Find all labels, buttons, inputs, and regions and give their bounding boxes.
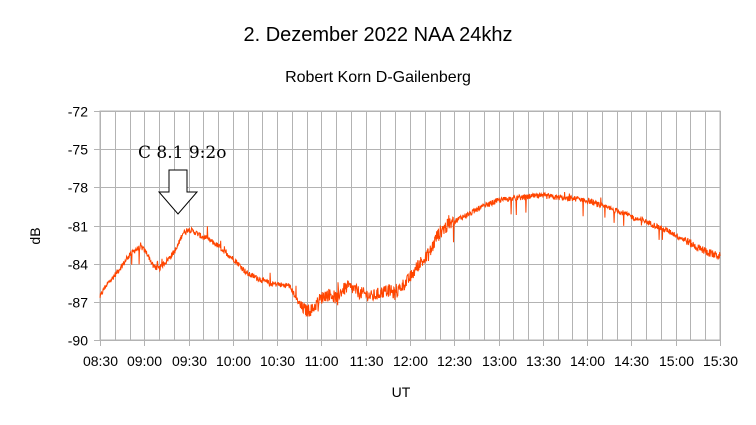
- down-arrow-icon: [157, 169, 199, 215]
- x-tick-label: 10:30: [260, 353, 295, 369]
- x-tick-label: 11:00: [305, 353, 339, 369]
- chart-title: 2. Dezember 2022 NAA 24khz: [243, 24, 512, 46]
- x-tick-label: 13:30: [526, 353, 561, 369]
- x-tick-label: 15:00: [659, 353, 694, 369]
- x-tick-label: 13:00: [482, 353, 517, 369]
- x-tick-label: 09:00: [127, 353, 162, 369]
- y-axis-label: dB: [27, 227, 43, 244]
- y-axis-ticks: -72 -75 -78 -81 -84 -87 -90: [68, 104, 100, 349]
- x-tick-label: 08:30: [83, 353, 118, 369]
- grid: [100, 111, 721, 341]
- y-tick-label: -75: [68, 142, 88, 158]
- series-line-naa-24khz: [99, 191, 721, 318]
- x-tick-label: 11:30: [350, 353, 384, 369]
- y-tick-label: -72: [68, 104, 88, 120]
- x-tick-label: 14:30: [614, 353, 649, 369]
- x-tick-label: 12:30: [437, 353, 472, 369]
- y-tick-label: -78: [68, 180, 88, 196]
- y-tick-label: -84: [68, 257, 88, 273]
- x-tick-label: 14:00: [570, 353, 605, 369]
- x-tick-label: 15:30: [703, 353, 738, 369]
- x-axis-ticks: 08:30 09:00 09:30 10:00 10:30 11:00 11:30 12:00…: [83, 340, 738, 369]
- chart-subtitle: Robert Korn D-Gailenberg: [285, 69, 471, 86]
- y-tick-label: -87: [68, 295, 88, 311]
- y-tick-label: -81: [68, 219, 88, 235]
- y-tick-label: -90: [68, 333, 88, 349]
- x-tick-label: 09:30: [172, 353, 207, 369]
- x-tick-label: 10:00: [216, 353, 251, 369]
- x-tick-label: 12:00: [393, 353, 428, 369]
- annotation-label: C 8.1 9:2o: [138, 143, 226, 163]
- x-axis-label: UT: [392, 384, 411, 400]
